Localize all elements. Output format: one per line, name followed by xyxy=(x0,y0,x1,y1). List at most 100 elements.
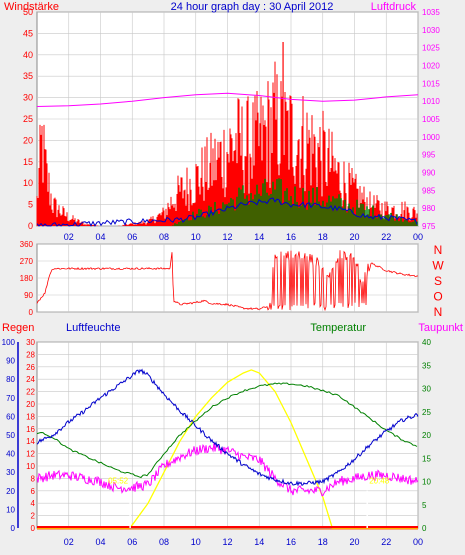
humidity-line xyxy=(36,368,419,487)
humidity-tick-label: 50 xyxy=(6,431,15,440)
compass-label: W xyxy=(432,259,444,273)
sunrise-label: 05:52 xyxy=(108,476,129,485)
compass-label: O xyxy=(433,290,442,304)
wind-x-tick-label: 10 xyxy=(191,232,201,242)
taupunkt-label: Taupunkt xyxy=(418,322,463,334)
climate-x-tick-label: 10 xyxy=(191,537,201,547)
temperature-line xyxy=(36,382,418,479)
rain-tick-label: 2 xyxy=(31,512,36,521)
climate-x-tick-label: 20 xyxy=(349,537,359,547)
direction-y-tick-label: 360 xyxy=(20,240,34,249)
pressure-tick-label: 975 xyxy=(422,222,436,231)
wind-y-tick-label: 40 xyxy=(23,50,33,60)
rain-tick-label: 8 xyxy=(31,474,36,483)
rain-tick-label: 0 xyxy=(31,524,36,533)
humidity-tick-label: 40 xyxy=(6,450,15,459)
pressure-tick-label: 980 xyxy=(422,204,436,213)
climate-x-tick-label: 22 xyxy=(381,537,391,547)
climate-x-tick-label: 12 xyxy=(222,537,232,547)
pressure-tick-label: 995 xyxy=(422,151,436,160)
luftfeuchte-label: Luftfeuchte xyxy=(66,322,120,334)
climate-x-tick-label: 04 xyxy=(95,537,105,547)
climate-grid xyxy=(37,341,419,529)
climate-x-tick-label: 18 xyxy=(318,537,328,547)
climate-x-tick-label: 16 xyxy=(286,537,296,547)
wind-x-tick-label: 00 xyxy=(413,232,423,242)
pressure-tick-label: 1025 xyxy=(422,44,440,53)
wind-y-tick-label: 45 xyxy=(23,28,33,38)
pressure-tick-label: 1000 xyxy=(422,133,440,142)
temperatur-label: Temperatur xyxy=(310,322,366,334)
temperature-tick-label: 30 xyxy=(422,385,431,394)
rain-tick-label: 22 xyxy=(26,388,35,397)
wind-x-tick-label: 06 xyxy=(127,232,137,242)
wind-y-tick-label: 10 xyxy=(23,178,33,188)
wind-x-tick-label: 02 xyxy=(64,232,74,242)
humidity-tick-label: 10 xyxy=(6,505,15,514)
wind-left-label: Windstärke xyxy=(4,1,59,13)
climate-x-tick-label: 06 xyxy=(127,537,137,547)
humidity-tick-label: 60 xyxy=(6,412,15,421)
direction-y-tick-label: 0 xyxy=(29,308,34,317)
humidity-tick-label: 70 xyxy=(6,394,15,403)
humidity-tick-label: 100 xyxy=(2,338,16,347)
temperature-tick-label: 25 xyxy=(422,408,431,417)
dewpoint-line xyxy=(36,442,419,497)
climate-series: 05:52 20:48 xyxy=(36,368,419,530)
rain-tick-label: 4 xyxy=(31,499,36,508)
direction-y-tick-label: 270 xyxy=(20,257,34,266)
rain-tick-label: 14 xyxy=(26,437,35,446)
climate-x-tick-label: 00 xyxy=(413,537,423,547)
pressure-tick-label: 1020 xyxy=(422,62,440,71)
pressure-tick-label: 1035 xyxy=(422,8,440,17)
rain-tick-label: 16 xyxy=(26,425,35,434)
wind-x-tick-label: 04 xyxy=(95,232,105,242)
mean-wind-line xyxy=(36,197,418,227)
pressure-tick-label: 1010 xyxy=(422,97,440,106)
rain-tick-label: 24 xyxy=(26,375,35,384)
pressure-tick-label: 985 xyxy=(422,186,436,195)
solar-line xyxy=(37,369,418,529)
temperature-tick-label: 15 xyxy=(422,454,431,463)
rain-tick-label: 26 xyxy=(26,363,35,372)
climate-x-tick-label: 02 xyxy=(64,537,74,547)
humidity-tick-label: 30 xyxy=(6,468,15,477)
direction-y-tick-label: 90 xyxy=(24,291,33,300)
rain-tick-label: 20 xyxy=(26,400,35,409)
wind-x-tick-label: 08 xyxy=(159,232,169,242)
rain-tick-label: 12 xyxy=(26,450,35,459)
wind-x-tick-label: 14 xyxy=(254,232,264,242)
wind-panel: 0510152025303540455097598098599099510001… xyxy=(4,1,440,242)
humidity-tick-label: 20 xyxy=(6,487,15,496)
rain-tick-label: 18 xyxy=(26,412,35,421)
climate-axes: 0246810121416182022242628300102030405060… xyxy=(2,338,432,547)
wind-y-tick-label: 5 xyxy=(28,200,33,210)
wind-x-tick-label: 20 xyxy=(349,232,359,242)
wind-y-tick-label: 30 xyxy=(23,93,33,103)
rain-tick-label: 10 xyxy=(26,462,35,471)
wind-right-label: Luftdruck xyxy=(371,1,417,13)
wind-y-tick-label: 15 xyxy=(23,157,33,167)
humidity-tick-label: 80 xyxy=(6,375,15,384)
wind-axes: 0510152025303540455097598098599099510001… xyxy=(23,7,440,242)
temperature-tick-label: 40 xyxy=(422,338,431,347)
pressure-tick-label: 1005 xyxy=(422,115,440,124)
humidity-tick-label: 0 xyxy=(11,524,16,533)
temperature-tick-label: 5 xyxy=(422,501,427,510)
rain-tick-label: 6 xyxy=(31,487,36,496)
pressure-tick-label: 990 xyxy=(422,169,436,178)
wind-x-tick-label: 12 xyxy=(222,232,232,242)
pressure-tick-label: 1015 xyxy=(422,79,440,88)
compass-label: N xyxy=(434,243,443,257)
climate-panel: 05:52 20:48 02468101214161820222426283001… xyxy=(2,322,463,547)
direction-series xyxy=(36,250,419,312)
compass-label: S xyxy=(434,274,442,288)
wind-y-tick-label: 35 xyxy=(23,71,33,81)
wind-y-tick-label: 0 xyxy=(28,221,33,231)
temperature-tick-label: 10 xyxy=(422,478,431,487)
direction-y-tick-label: 180 xyxy=(20,274,34,283)
regen-label: Regen xyxy=(2,322,34,334)
wind-series xyxy=(36,41,419,227)
